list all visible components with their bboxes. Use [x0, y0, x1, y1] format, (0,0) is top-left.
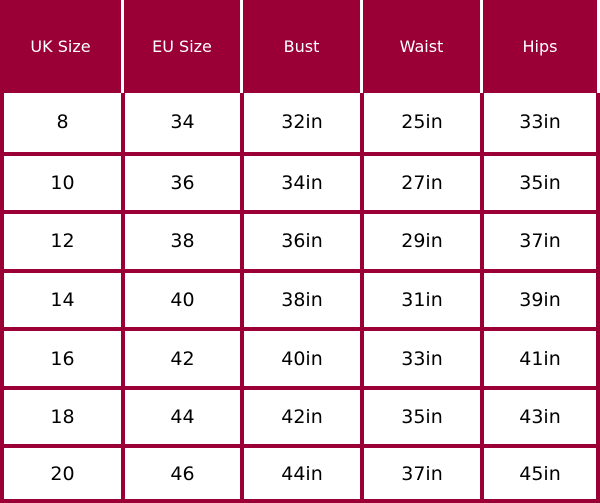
cell-uk-size: 10 — [0, 151, 121, 211]
cell-bust: 38in — [240, 268, 360, 328]
table-row: 8 34 32in 25in 33in — [0, 93, 600, 152]
cell-bust: 32in — [240, 93, 360, 152]
cell-hips: 41in — [480, 327, 600, 386]
table-body: 8 34 32in 25in 33in 10 36 34in 27in 35in… — [0, 93, 600, 503]
cell-hips: 33in — [480, 93, 600, 152]
cell-uk-size: 8 — [0, 93, 121, 152]
header-row: UK Size EU Size Bust Waist Hips — [0, 0, 600, 93]
cell-hips: 39in — [480, 268, 600, 328]
cell-eu-size: 46 — [121, 444, 240, 503]
cell-hips: 35in — [480, 151, 600, 211]
cell-waist: 31in — [360, 268, 480, 328]
table-row: 12 38 36in 29in 37in — [0, 210, 600, 269]
header-waist: Waist — [360, 0, 480, 93]
header-uk-size: UK Size — [0, 0, 121, 93]
cell-waist: 25in — [360, 93, 480, 152]
header-bust: Bust — [240, 0, 360, 93]
table-row: 16 42 40in 33in 41in — [0, 327, 600, 386]
cell-uk-size: 16 — [0, 327, 121, 386]
header-eu-size: EU Size — [121, 0, 240, 93]
cell-hips: 45in — [480, 444, 600, 503]
cell-eu-size: 36 — [121, 151, 240, 211]
cell-eu-size: 44 — [121, 385, 240, 445]
cell-hips: 37in — [480, 210, 600, 269]
cell-eu-size: 38 — [121, 210, 240, 269]
cell-bust: 40in — [240, 327, 360, 386]
cell-waist: 29in — [360, 210, 480, 269]
table-header: UK Size EU Size Bust Waist Hips — [0, 0, 600, 93]
cell-eu-size: 34 — [121, 93, 240, 152]
cell-bust: 36in — [240, 210, 360, 269]
table-row: 20 46 44in 37in 45in — [0, 444, 600, 503]
cell-waist: 33in — [360, 327, 480, 386]
cell-hips: 43in — [480, 385, 600, 445]
cell-uk-size: 20 — [0, 444, 121, 503]
cell-eu-size: 42 — [121, 327, 240, 386]
cell-waist: 35in — [360, 385, 480, 445]
table-row: 18 44 42in 35in 43in — [0, 385, 600, 445]
cell-eu-size: 40 — [121, 268, 240, 328]
cell-bust: 42in — [240, 385, 360, 445]
cell-waist: 27in — [360, 151, 480, 211]
table-row: 10 36 34in 27in 35in — [0, 151, 600, 211]
cell-bust: 44in — [240, 444, 360, 503]
cell-bust: 34in — [240, 151, 360, 211]
cell-waist: 37in — [360, 444, 480, 503]
cell-uk-size: 14 — [0, 268, 121, 328]
cell-uk-size: 12 — [0, 210, 121, 269]
header-hips: Hips — [480, 0, 600, 93]
cell-uk-size: 18 — [0, 385, 121, 445]
table-row: 14 40 38in 31in 39in — [0, 268, 600, 328]
